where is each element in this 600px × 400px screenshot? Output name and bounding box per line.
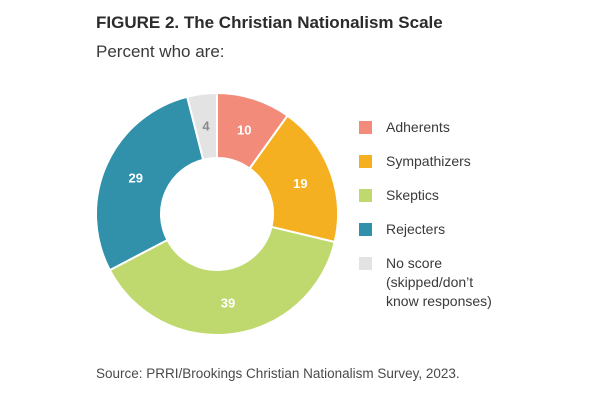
- figure-title: FIGURE 2. The Christian Nationalism Scal…: [96, 13, 443, 32]
- donut-slice-2: [108, 225, 336, 336]
- slice-value-label-3: 29: [128, 171, 142, 186]
- legend-label: No score (skipped/don’t know responses): [386, 255, 492, 309]
- legend-swatch: [359, 155, 372, 168]
- legend-label: Sympathizers: [386, 153, 471, 169]
- legend-item-4: No score (skipped/don’t know responses): [359, 254, 579, 311]
- legend-swatch: [359, 257, 372, 270]
- slice-value-label-1: 19: [293, 176, 307, 191]
- legend-label: Adherents: [386, 119, 450, 135]
- legend-item-2: Skeptics: [359, 186, 579, 205]
- donut-slice-4: [185, 91, 218, 161]
- slice-value-label-0: 10: [237, 122, 251, 137]
- legend-item-1: Sympathizers: [359, 152, 579, 171]
- slice-value-label-2: 39: [221, 295, 235, 310]
- figure-subtitle: Percent who are:: [96, 42, 225, 61]
- donut-slice-1: [248, 114, 339, 244]
- legend-label: Skeptics: [386, 187, 439, 203]
- chart-legend: Adherents Sympathizers Skeptics Rejecters No…: [359, 118, 579, 326]
- legend-label: Rejecters: [386, 221, 446, 237]
- legend-swatch: [359, 121, 372, 134]
- legend-item-0: Adherents: [359, 118, 579, 137]
- legend-swatch: [359, 223, 372, 236]
- legend-item-3: Rejecters: [359, 220, 579, 239]
- donut-slice-3: [95, 95, 205, 272]
- source-note: Source: PRRI/Brookings Christian Nationa…: [96, 366, 460, 381]
- legend-swatch: [359, 189, 372, 202]
- slice-value-label-4: 4: [202, 119, 210, 134]
